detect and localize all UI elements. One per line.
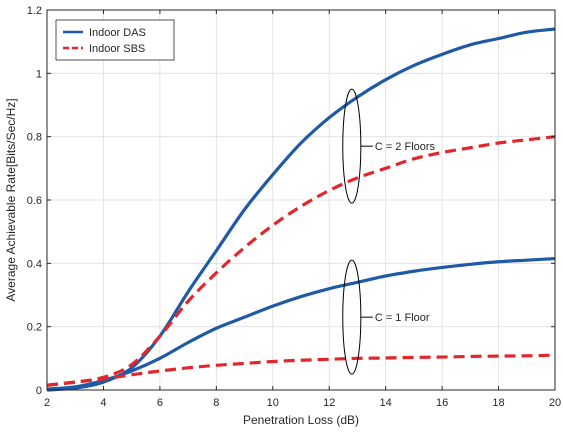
y-tick-label: 0.4 <box>27 258 42 270</box>
x-tick-label: 20 <box>549 397 561 409</box>
x-tick-label: 10 <box>267 397 279 409</box>
y-tick-label: 0.8 <box>27 132 42 144</box>
x-tick-label: 4 <box>100 397 106 409</box>
series-group <box>46 27 556 392</box>
legend: Indoor DAS Indoor SBS <box>55 19 175 61</box>
annotation-label-1: C = 1 Floor <box>375 312 430 324</box>
y-tick-label: 1.2 <box>27 5 42 17</box>
x-tick-label: 6 <box>157 397 163 409</box>
legend-label-indoor-das: Indoor DAS <box>89 27 146 39</box>
annotation-label-0: C = 2 Floors <box>375 141 436 153</box>
series-line-indoor-sbs-3 <box>46 353 556 387</box>
x-tick-label: 14 <box>380 397 392 409</box>
annotations: C = 2 Floors C = 1 Floor <box>342 88 436 375</box>
series-line-indoor-das-2 <box>46 256 556 391</box>
y-tick-label: 0.2 <box>27 322 42 334</box>
series-line-indoor-das-0 <box>46 27 556 392</box>
y-tick-label: 0 <box>36 385 42 397</box>
x-tick-label: 16 <box>436 397 448 409</box>
axis-ticks: 2 4 6 8 10 12 14 16 18 20 0 0.2 0.4 0.6 0.8 1 1.2 <box>27 5 561 409</box>
legend-box <box>55 19 175 61</box>
x-tick-label: 8 <box>213 397 219 409</box>
y-axis-title: Average Achievable Rate[Bits/Sec/Hz] <box>4 98 18 301</box>
x-axis-title: Penetration Loss (dB) <box>243 413 359 427</box>
x-tick-label: 2 <box>44 397 50 409</box>
x-tick-label: 18 <box>492 397 504 409</box>
series-line-indoor-sbs-1 <box>46 135 556 387</box>
y-tick-label: 0.6 <box>27 195 42 207</box>
legend-label-indoor-sbs: Indoor SBS <box>89 43 145 55</box>
y-tick-label: 1 <box>36 68 42 80</box>
x-tick-label: 12 <box>323 397 335 409</box>
